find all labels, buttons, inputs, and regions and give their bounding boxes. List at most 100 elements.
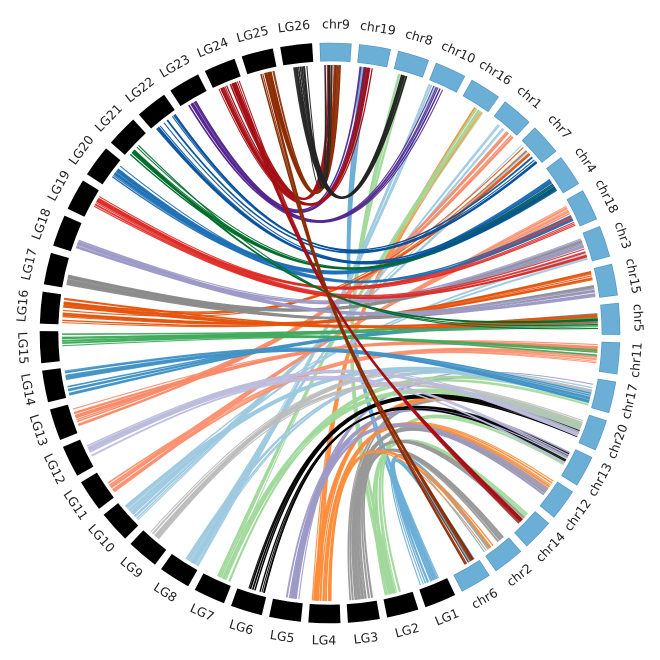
link-lg7-chr17 — [223, 379, 589, 580]
link-lg5-chr12 — [294, 425, 544, 599]
link-lg24-chr19 — [218, 67, 366, 206]
chromosome-label-lg6: LG6 — [228, 616, 256, 637]
link-lg15-chr11 — [62, 335, 598, 353]
chromosome-label-lg10: LG10 — [85, 521, 118, 555]
chromosome-block-lg14 — [42, 368, 67, 403]
chromosome-block-lg24 — [204, 58, 241, 88]
chromosome-block-lg8 — [161, 553, 198, 587]
synteny-links — [61, 64, 598, 602]
link-lg18-chr15 — [76, 245, 596, 316]
link-lg2-chr14 — [375, 441, 523, 595]
chromosome-label-lg24: LG24 — [195, 34, 231, 60]
chromosome-label-lg7: LG7 — [188, 600, 217, 624]
chromosome-label-lg3: LG3 — [353, 629, 379, 647]
link-lg21-chr5 — [133, 150, 598, 324]
chromosome-block-lg4 — [308, 603, 341, 624]
chromosome-label-lg15: LG15 — [15, 331, 32, 364]
chromosome-block-lg5 — [269, 598, 303, 622]
chromosome-block-chr14 — [514, 511, 550, 547]
link-lg13-chr1 — [78, 136, 513, 426]
chromosome-label-lg23: LG23 — [157, 51, 193, 80]
chromosome-block-chr12 — [539, 481, 574, 518]
link-lg26-chr8 — [301, 66, 403, 198]
chromosome-label-lg13: LG13 — [27, 412, 52, 448]
link-lg18-chr15 — [77, 242, 595, 314]
chromosome-block-lg2 — [383, 591, 419, 618]
chromosome-block-lg16 — [39, 291, 62, 325]
link-lg24-chr14 — [234, 82, 522, 522]
link-lg26-chr8 — [299, 66, 406, 199]
link-lg7-chr17 — [228, 379, 589, 582]
chromosome-block-chr1 — [493, 101, 530, 136]
chromosome-block-chr16 — [462, 79, 499, 113]
link-lg4-chr12 — [323, 423, 552, 601]
chromosome-block-lg3 — [346, 600, 380, 623]
link-lg25-chr6 — [264, 72, 468, 564]
chromosome-label-chr9: chr9 — [322, 16, 350, 32]
chromosome-label-lg16: LG16 — [13, 289, 31, 323]
chromosome-block-chr20 — [578, 414, 607, 451]
link-lg22-chr4 — [159, 125, 557, 264]
chromosome-label-lg2: LG2 — [393, 620, 421, 641]
chromosome-label-lg5: LG5 — [269, 627, 296, 646]
chromosome-block-chr13 — [561, 449, 593, 486]
link-lg25-chr6 — [262, 73, 473, 561]
link-lg13-chr1 — [76, 136, 514, 422]
chromosome-block-lg21 — [110, 119, 146, 155]
chromosome-block-chr5 — [600, 302, 621, 335]
chromosome-block-chr10 — [429, 62, 466, 93]
link-lg22-chr7 — [171, 115, 533, 251]
link-lg25-chr9 — [266, 65, 338, 195]
chromosome-block-chr17 — [591, 378, 617, 414]
link-lg16-chr15 — [62, 275, 592, 326]
chromosome-block-lg10 — [103, 503, 139, 539]
chromosome-label-lg12: LG12 — [41, 451, 69, 487]
chromosome-label-lg11: LG11 — [60, 487, 91, 522]
chromosome-label-lg25: LG25 — [235, 23, 270, 46]
link-lg23-chr19 — [195, 66, 362, 211]
chromosome-label-chr4: chr4 — [572, 144, 600, 176]
link-lg25-chr9 — [267, 65, 335, 194]
chromosome-label-chr3: chr3 — [612, 220, 635, 251]
chromosome-label-chr13: chr13 — [585, 460, 615, 499]
chromosome-block-chr4 — [546, 157, 580, 194]
chromosome-label-lg20: LG20 — [65, 132, 96, 167]
chromosome-label-chr11: chr11 — [627, 341, 645, 378]
chromosome-label-lg19: LG19 — [44, 168, 73, 204]
chromosome-block-lg11 — [80, 472, 114, 509]
link-lg14-chr17 — [65, 349, 591, 399]
chromosome-label-lg4: LG4 — [312, 632, 337, 647]
chromosome-block-lg18 — [53, 215, 82, 252]
chromosome-label-lg17: LG17 — [18, 247, 40, 282]
chromosome-label-lg9: LG9 — [117, 554, 146, 581]
chromosome-label-chr18: chr18 — [592, 177, 621, 216]
chromosome-block-chr6 — [453, 559, 490, 592]
link-lg5-chr12 — [289, 423, 548, 599]
link-lg6-chr20 — [254, 397, 578, 591]
chromosome-block-chr2 — [485, 537, 522, 572]
chromosome-block-lg25 — [241, 48, 277, 75]
chromosome-ring — [39, 42, 621, 624]
chromosome-label-chr20: chr20 — [604, 422, 631, 461]
chromosome-label-lg18: LG18 — [28, 206, 54, 242]
chromosome-block-lg22 — [138, 94, 175, 129]
link-lg14-chr5 — [68, 322, 598, 392]
chromosome-block-lg6 — [231, 588, 267, 616]
chromosome-block-lg9 — [130, 530, 167, 565]
chromosome-label-chr6: chr6 — [469, 585, 501, 612]
chromosome-label-chr8: chr8 — [404, 26, 435, 48]
chromosome-block-lg15 — [39, 331, 60, 364]
chromosome-label-chr10: chr10 — [439, 38, 478, 67]
chromosome-label-lg8: LG8 — [151, 579, 180, 605]
link-lg2-chr14 — [374, 439, 529, 595]
chromosome-label-chr19: chr19 — [359, 18, 397, 38]
link-lg19-chr3 — [94, 204, 587, 299]
link-lg25-chr9 — [272, 65, 340, 194]
chromosome-block-lg19 — [67, 180, 99, 217]
chromosome-block-lg17 — [43, 252, 69, 288]
link-lg20-chr4 — [116, 169, 551, 272]
chromosome-block-lg1 — [419, 578, 456, 608]
link-lg19-chr18 — [99, 196, 575, 289]
chromosome-label-chr16: chr16 — [477, 56, 515, 88]
chromosome-label-chr17: chr17 — [618, 382, 641, 420]
